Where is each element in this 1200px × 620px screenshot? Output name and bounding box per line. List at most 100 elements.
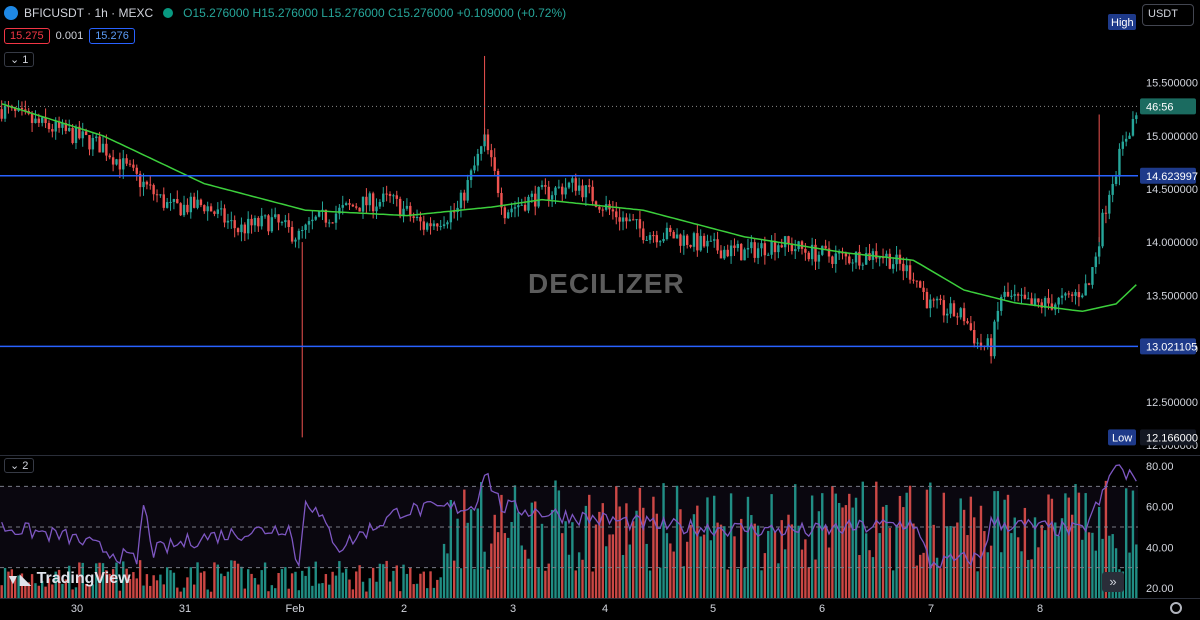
volume-bar xyxy=(780,520,783,598)
volume-bar xyxy=(182,587,186,598)
volume-bar xyxy=(550,509,554,598)
volume-bar xyxy=(206,589,209,598)
candle-body xyxy=(561,186,564,195)
volume-bar xyxy=(672,551,675,598)
volume-bar xyxy=(584,505,588,598)
volume-bar xyxy=(135,578,138,598)
volume-bar xyxy=(814,559,817,598)
rsi-pane-toggle[interactable]: ⌄ 2 xyxy=(4,458,35,473)
candle-body xyxy=(165,202,169,208)
volume-bar xyxy=(618,506,621,598)
volume-bar xyxy=(37,585,41,598)
volume-bar xyxy=(1047,494,1050,598)
volume-bar xyxy=(480,482,483,598)
candle-body xyxy=(1057,297,1060,305)
candle-body xyxy=(615,211,618,218)
volume-bar xyxy=(996,491,1000,598)
candle-body xyxy=(976,342,979,344)
volume-bar xyxy=(979,505,983,598)
volume-bar xyxy=(493,514,496,598)
candle-body xyxy=(44,117,47,124)
volume-bar xyxy=(196,562,199,598)
candle-body xyxy=(729,245,733,257)
candle-body xyxy=(733,245,736,248)
candle-body xyxy=(382,193,385,202)
volume-bar xyxy=(1010,533,1013,598)
volume-bar xyxy=(871,557,875,598)
volume-bar xyxy=(770,494,773,598)
countdown-label-bg xyxy=(1140,98,1196,115)
volume-bar xyxy=(216,564,220,598)
volume-bar xyxy=(341,572,344,598)
volume-bar xyxy=(355,571,358,598)
volume-bar xyxy=(729,493,733,598)
volume-bar xyxy=(125,568,128,598)
currency-selector[interactable]: USDT xyxy=(1142,4,1194,26)
volume-bar xyxy=(635,510,638,598)
volume-bar xyxy=(567,554,571,598)
candle-body xyxy=(480,146,483,154)
volume-bar xyxy=(1003,499,1006,598)
candle-body xyxy=(243,224,247,234)
candle-body xyxy=(290,226,294,242)
volume-bar xyxy=(895,524,898,598)
candle-body xyxy=(64,123,68,131)
candle-body xyxy=(1124,138,1128,142)
candle-body xyxy=(1131,119,1135,136)
candle-body xyxy=(1006,291,1010,297)
symbol-legend: BFICUSDT · 1h · MEXC O15.276000 H15.2760… xyxy=(4,6,566,20)
volume-bar xyxy=(392,570,395,598)
candle-body xyxy=(493,157,496,171)
candle-body xyxy=(125,158,128,164)
candle-body xyxy=(780,245,783,248)
candle-body xyxy=(287,220,290,227)
volume-bar xyxy=(517,512,520,598)
volume-bar xyxy=(790,524,794,598)
volume-bar xyxy=(0,585,3,598)
volume-bar xyxy=(827,547,831,598)
candle-body xyxy=(328,222,331,224)
candle-body xyxy=(571,178,574,183)
volume-bar xyxy=(395,565,398,598)
volume-bar xyxy=(787,514,790,598)
candle-body xyxy=(371,193,375,212)
volume-bar xyxy=(1033,517,1037,598)
candle-body xyxy=(817,254,821,262)
candle-body xyxy=(1060,295,1064,298)
volume-bar xyxy=(473,569,476,598)
volume-bar xyxy=(696,505,699,598)
main-pane-toggle[interactable]: ⌄ 1 xyxy=(4,52,35,67)
volume-bar xyxy=(24,581,27,598)
volume-bar xyxy=(476,508,480,598)
volume-bar xyxy=(7,571,10,598)
bid-price[interactable]: 15.275 xyxy=(4,28,50,44)
tradingview-logo[interactable]: ▼◣ TradingView xyxy=(6,570,131,588)
candle-body xyxy=(946,313,949,316)
low-marker-bg xyxy=(1108,429,1136,446)
volume-bar xyxy=(588,494,591,598)
candle-body xyxy=(530,193,534,197)
volume-bar xyxy=(969,496,973,598)
settings-icon[interactable] xyxy=(1170,602,1182,614)
volume-bar xyxy=(689,525,692,598)
candle-body xyxy=(500,192,503,208)
volume-bar xyxy=(223,576,226,598)
scroll-to-realtime-button[interactable]: » xyxy=(1102,572,1124,592)
candle-body xyxy=(770,240,773,255)
volume-bar xyxy=(858,555,861,598)
volume-bar xyxy=(328,584,331,598)
candle-body xyxy=(260,215,263,227)
candle-body xyxy=(783,236,787,248)
time-tick-label: 4 xyxy=(602,603,608,615)
candle-body xyxy=(925,291,929,309)
volume-bar xyxy=(540,523,544,598)
symbol-title[interactable]: BFICUSDT · 1h · MEXC xyxy=(24,6,154,20)
candle-body xyxy=(962,308,966,322)
candle-body xyxy=(915,280,919,282)
time-tick-label: 6 xyxy=(819,603,825,615)
ask-price[interactable]: 15.276 xyxy=(89,28,135,44)
volume-bar xyxy=(648,570,652,598)
candle-body xyxy=(172,199,176,202)
